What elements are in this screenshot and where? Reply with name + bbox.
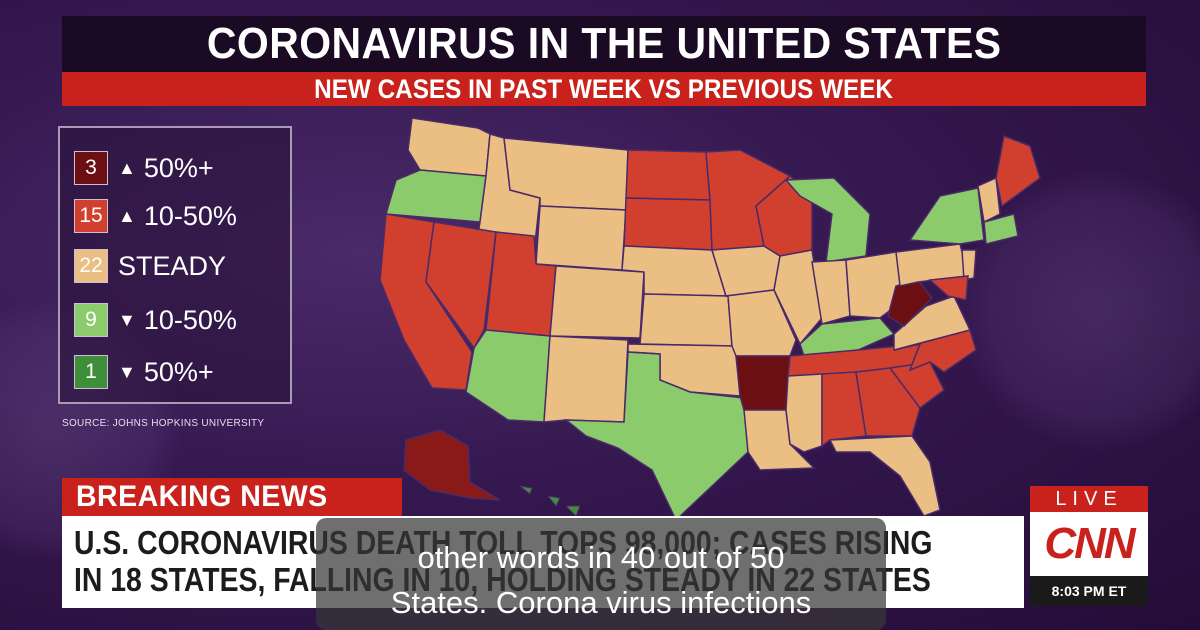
state-illinois xyxy=(773,249,823,346)
state-texas xyxy=(563,351,749,522)
up-arrow-icon: ▲ xyxy=(118,205,136,226)
legend-swatch: 1 xyxy=(74,355,108,389)
state-virginia xyxy=(893,295,972,351)
state-north-carolina xyxy=(893,329,977,373)
legend-label: 50%+ xyxy=(143,152,214,183)
state-new-mexico xyxy=(543,335,629,423)
state-vermont-new-hampshire xyxy=(977,176,1001,224)
legend-count: 22 xyxy=(79,254,103,277)
state-arizona xyxy=(465,329,551,423)
caption-line-1: other words in 40 out of 50 xyxy=(417,540,785,575)
legend-swatch: 22 xyxy=(74,249,108,283)
caption-line-2: States. Corona virus infections xyxy=(390,585,812,620)
source-note: SOURCE: JOHNS HOPKINS UNIVERSITY xyxy=(62,418,265,429)
cnn-logo: CNN xyxy=(1030,512,1148,576)
state-massachusetts-ct-ri xyxy=(983,213,1019,245)
legend-count: 3 xyxy=(85,156,97,179)
map-legend: 3 ▲ 50%+ 15 ▲ 10-50% 22 STEADY 9 ▼ 10-50… xyxy=(58,126,292,404)
state-new-jersey xyxy=(961,249,977,281)
cnn-logo-text: CNN xyxy=(1044,519,1135,568)
legend-label: 10-50% xyxy=(143,200,237,231)
legend-count: 1 xyxy=(85,360,97,383)
title-banner: CORONAVIRUS IN THE UNITED STATES xyxy=(62,16,1146,72)
up-arrow-icon: ▲ xyxy=(118,157,136,178)
legend-item-steady: 22 STEADY xyxy=(74,248,226,284)
legend-item-down-50: 1 ▼ 50%+ xyxy=(74,354,214,390)
legend-item-up-10-50: 15 ▲ 10-50% xyxy=(74,198,237,234)
state-new-york xyxy=(908,187,985,245)
breaking-news-label: BREAKING NEWS xyxy=(76,480,328,513)
state-michigan xyxy=(784,177,871,263)
legend-count: 9 xyxy=(85,308,97,331)
state-maine xyxy=(995,134,1041,208)
state-south-dakota xyxy=(623,197,713,251)
state-oregon xyxy=(385,169,487,223)
legend-count: 15 xyxy=(79,204,103,227)
state-alaska xyxy=(403,429,501,501)
down-arrow-icon: ▼ xyxy=(118,309,136,330)
state-maryland-delaware xyxy=(928,275,969,301)
legend-swatch: 3 xyxy=(74,151,108,185)
state-north-dakota xyxy=(625,149,711,201)
live-badge: LIVE xyxy=(1030,486,1148,512)
state-georgia xyxy=(855,367,921,437)
state-alabama xyxy=(821,371,867,448)
state-mississippi xyxy=(785,373,823,453)
broadcast-time: 8:03 PM ET xyxy=(1030,576,1148,606)
state-wyoming xyxy=(535,205,627,271)
breaking-news-banner: BREAKING NEWS xyxy=(62,478,402,516)
legend-label: 50%+ xyxy=(143,356,214,387)
state-washington xyxy=(407,117,491,177)
subtitle-caption-box xyxy=(316,518,886,630)
state-arkansas xyxy=(735,355,791,411)
legend-swatch: 9 xyxy=(74,303,108,337)
state-colorado xyxy=(549,265,645,339)
virus-background-graphic-right xyxy=(960,170,1200,450)
network-bug: LIVE CNN 8:03 PM ET xyxy=(1030,486,1148,610)
page-subtitle: NEW CASES IN PAST WEEK VS PREVIOUS WEEK xyxy=(314,73,894,104)
legend-swatch: 15 xyxy=(74,199,108,233)
state-kansas xyxy=(639,293,733,347)
state-hawaii xyxy=(518,485,581,517)
down-arrow-icon: ▼ xyxy=(118,361,136,382)
legend-label: STEADY xyxy=(118,250,227,281)
page-title: CORONAVIRUS IN THE UNITED STATES xyxy=(206,19,1002,68)
subtitle-banner: NEW CASES IN PAST WEEK VS PREVIOUS WEEK xyxy=(62,72,1146,106)
state-nevada xyxy=(425,221,497,350)
legend-label: 10-50% xyxy=(143,304,237,335)
legend-item-up-50: 3 ▲ 50%+ xyxy=(74,150,214,186)
legend-item-down-10-50: 9 ▼ 10-50% xyxy=(74,302,237,338)
state-florida xyxy=(828,435,941,517)
